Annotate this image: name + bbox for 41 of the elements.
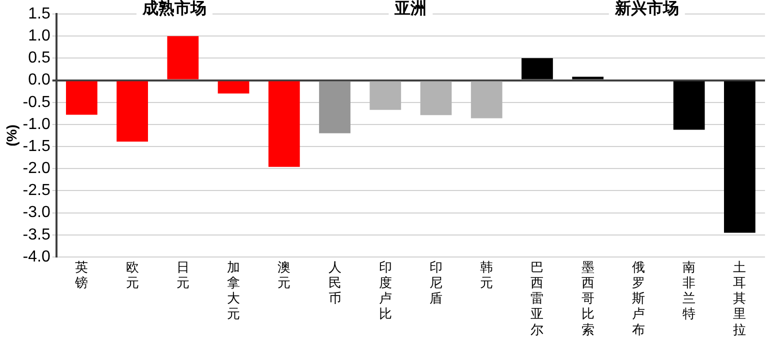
x-tick-label: 印尼盾 xyxy=(429,259,442,306)
bar xyxy=(522,58,553,80)
x-tick-label: 南非兰特 xyxy=(682,259,696,322)
x-tick-label: 日元 xyxy=(176,259,190,290)
y-tick-label: -1.5 xyxy=(22,138,50,155)
y-tick-label: 0.0 xyxy=(28,72,50,89)
x-tick-label: 欧元 xyxy=(126,259,139,290)
bar xyxy=(66,81,98,115)
bar xyxy=(470,81,502,118)
x-tick-label: 加拿大元 xyxy=(227,259,240,322)
y-tick-label: 1.0 xyxy=(28,27,50,44)
y-tick-label: -2.5 xyxy=(22,182,50,200)
y-tick-label: -1.0 xyxy=(22,116,50,133)
y-axis-title: (%) xyxy=(3,124,20,146)
bar xyxy=(420,81,452,116)
y-tick-label: 1.5 xyxy=(28,5,50,22)
y-tick-label: -4.0 xyxy=(22,248,50,266)
bar xyxy=(673,81,705,130)
y-tick-label: -0.5 xyxy=(22,94,50,111)
bar xyxy=(370,81,402,110)
x-tick-label: 俄罗斯卢布 xyxy=(632,259,645,337)
bar xyxy=(268,81,300,167)
bar xyxy=(116,81,148,142)
y-tick-label: -3.5 xyxy=(22,226,50,244)
x-tick-label: 巴西雷亚尔 xyxy=(530,259,544,337)
x-tick-label: 土耳其里拉 xyxy=(733,259,746,337)
x-tick-label: 英镑 xyxy=(74,259,88,290)
bar xyxy=(319,81,350,134)
y-tick-label: 0.5 xyxy=(28,50,50,67)
x-tick-label: 韩元 xyxy=(480,259,494,290)
x-tick-label: 墨西哥比索 xyxy=(581,259,594,337)
x-tick-label: 人民币 xyxy=(328,259,342,306)
bar xyxy=(167,36,199,80)
annotation: 亚洲 xyxy=(394,0,427,18)
bar xyxy=(572,76,604,80)
x-tick-label: 印度卢比 xyxy=(378,259,392,322)
y-tick-label: -2.0 xyxy=(22,160,50,178)
bar xyxy=(218,81,250,94)
y-tick-label: -3.0 xyxy=(22,204,50,222)
bar xyxy=(724,81,756,233)
x-tick-label: 澳元 xyxy=(278,259,291,290)
